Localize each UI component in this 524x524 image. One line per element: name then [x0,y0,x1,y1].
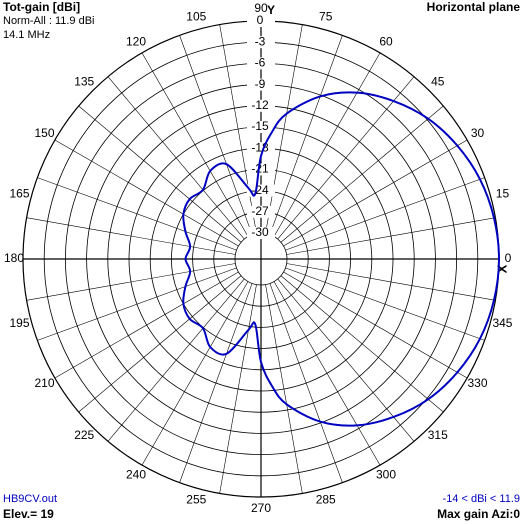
grid-spoke [280,275,444,413]
angle-tick-label: 330 [467,376,487,390]
grid-spoke [26,263,236,301]
grid-spoke [78,275,242,413]
grid-spoke [219,24,257,234]
grid-spoke [283,271,468,379]
grid-spoke [54,139,239,247]
grid-spoke [269,35,343,235]
radial-label-bg [247,78,275,91]
angle-tick-label: 300 [376,468,396,482]
angle-tick-label: 165 [10,186,30,200]
grid-spoke [286,217,496,255]
angle-tick-label: 210 [34,376,54,390]
radial-label-bg [247,142,275,155]
grid-spoke [283,139,468,247]
radial-label-bg [247,205,275,218]
radial-tick-label: -30 [251,225,269,239]
plane-label: Horizontal plane [426,0,520,14]
radial-label-bg [247,184,275,197]
grid-spoke [280,105,444,243]
radial-tick-label: -6 [255,56,266,70]
angle-tick-label: 60 [379,35,393,49]
grid-spoke [179,283,253,483]
chart-title: Tot-gain [dBi] [3,0,81,14]
radial-label-bg [247,227,275,239]
angle-tick-label: 105 [186,10,206,24]
radial-tick-label: -12 [251,98,269,112]
angle-tick-label: 30 [471,126,485,140]
grid-spoke [141,52,249,237]
angle-tick-label: 75 [319,10,333,24]
radial-label-bg [247,57,275,70]
radial-tick-label: -15 [251,119,269,133]
angle-tick-label: 225 [74,428,94,442]
grid-spoke [273,52,381,237]
angle-tick-label: 270 [251,501,271,515]
angle-tick-label: 180 [4,251,24,265]
radial-tick-label: 0 [257,13,264,27]
radial-tick-label: -3 [255,34,266,48]
angle-tick-label: 195 [10,316,30,330]
grid-spoke [26,217,236,255]
radial-tick-label: -9 [255,77,266,91]
grid-spoke [269,283,343,483]
grid-spoke [286,263,496,301]
grid-spoke [273,281,381,466]
radial-label-bg [247,163,275,176]
grid-spoke [219,284,257,494]
angle-tick-label: 285 [316,493,336,507]
grid-spoke [265,24,303,234]
grid-spoke [141,281,249,466]
radial-tick-label: -21 [251,162,269,176]
gain-range-text: -14 < dBi < 11.9 [442,493,520,505]
file-name: HB9CV.out [3,493,58,505]
y-axis-label: Y [267,3,275,17]
grid-spoke [37,177,237,251]
grid-spoke [78,105,242,243]
grid-spoke [277,76,415,240]
pattern-trace [182,91,501,427]
angle-tick-label: 345 [492,316,512,330]
radial-label-bg [247,15,275,27]
grid-spoke [54,271,239,379]
elevation-text: Elev.= 19 [3,507,54,521]
grid-spoke [285,177,485,251]
angle-tick-label: 240 [126,468,146,482]
angle-tick-label: 255 [186,493,206,507]
angle-tick-label: 0 [505,251,512,265]
x-axis-label: X [494,264,509,273]
radial-label-bg [247,121,275,133]
grid-spoke [107,76,245,240]
frequency-text: 14.1 MHz [3,29,51,41]
angle-tick-label: 45 [431,74,445,88]
normalization-text: Norm-All : 11.9 dBi [3,15,95,27]
grid-spoke [37,267,237,341]
grid-spoke [265,284,303,494]
grid-spoke [107,278,245,442]
angle-tick-label: 15 [496,186,510,200]
angle-tick-label: 120 [126,35,146,49]
grid-spoke [285,267,485,341]
angle-tick-label: 150 [34,126,54,140]
radial-tick-label: -27 [251,204,269,218]
max-gain-text: Max gain Azi:0 [437,507,520,521]
radial-label-bg [247,36,275,49]
radial-label-bg [247,99,275,112]
grid-spoke [277,278,415,442]
angle-tick-label: 90 [254,1,268,15]
angle-tick-label: 135 [74,74,94,88]
grid-spoke [179,35,253,235]
angle-tick-label: 315 [428,428,448,442]
